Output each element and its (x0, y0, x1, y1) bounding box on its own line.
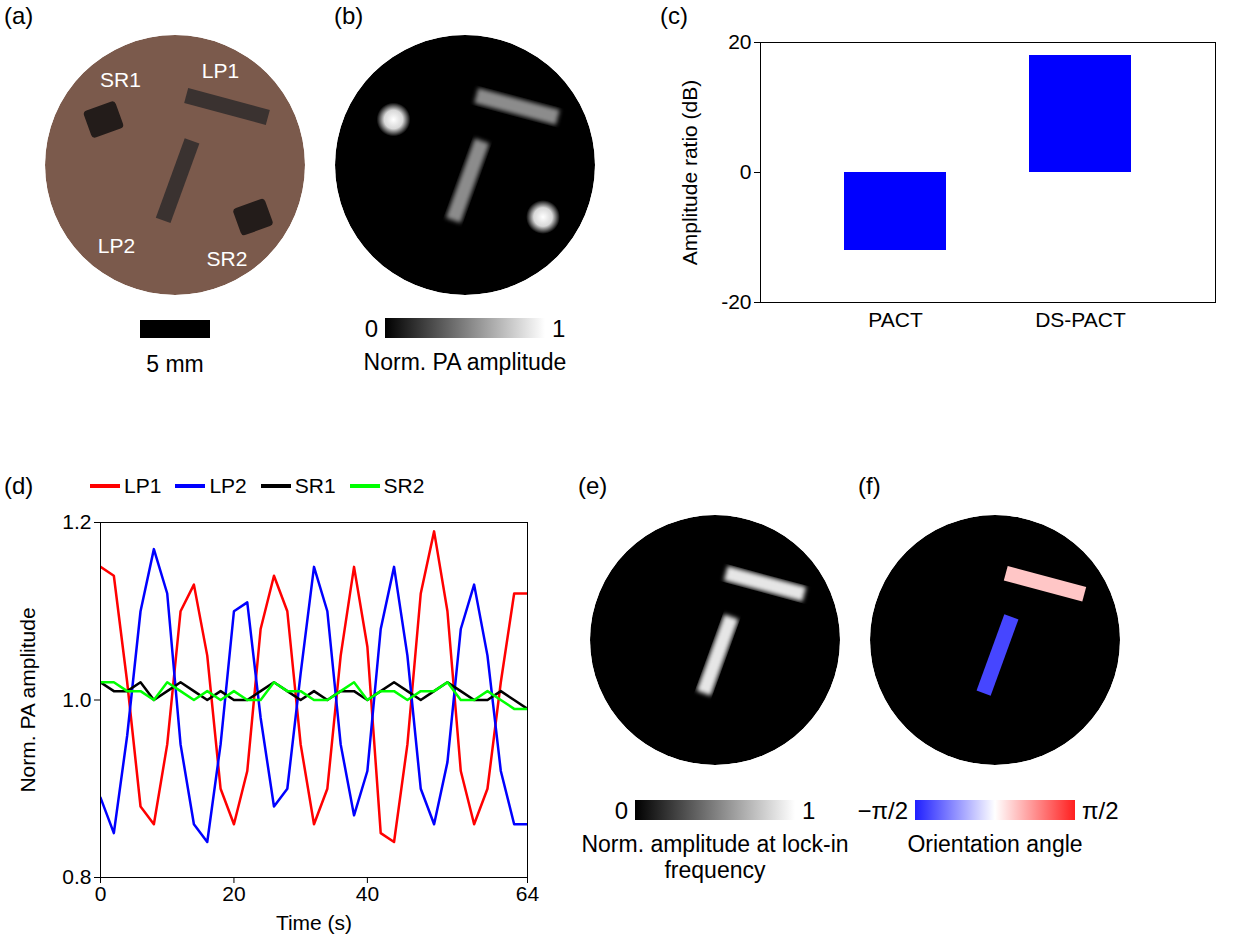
svg-text:Orientation angle: Orientation angle (907, 831, 1082, 857)
svg-text:20: 20 (222, 882, 245, 905)
svg-text:-20: -20 (721, 290, 751, 313)
svg-text:0: 0 (740, 160, 752, 183)
svg-text:0.8: 0.8 (62, 865, 91, 888)
html-text:(a): (a) (4, 2, 34, 29)
html-text:SR2: SR2 (383, 474, 425, 497)
svg-text:0: 0 (365, 315, 378, 342)
svg-text:64: 64 (516, 882, 540, 905)
svg-text:PACT: PACT (868, 308, 923, 331)
svg-text:5 mm: 5 mm (146, 351, 204, 377)
html-text:SR1: SR1 (294, 474, 336, 497)
svg-text:0: 0 (95, 882, 107, 905)
html-text:(f): (f) (858, 472, 881, 499)
html-text:(d): (d) (4, 472, 34, 499)
svg-text:frequency: frequency (664, 857, 766, 883)
svg-text:20: 20 (728, 30, 751, 53)
html-text:(c): (c) (660, 2, 688, 29)
svg-text:1: 1 (552, 315, 565, 342)
svg-text:LP2: LP2 (98, 234, 135, 257)
svg-text:Norm. PA amplitude: Norm. PA amplitude (364, 349, 567, 375)
html-text:LP1: LP1 (124, 474, 162, 497)
svg-text:Norm. amplitude at lock-in: Norm. amplitude at lock-in (581, 831, 848, 857)
svg-text:SR1: SR1 (100, 68, 141, 91)
svg-text:Time (s): Time (s) (276, 911, 352, 934)
html-text:(b): (b) (334, 2, 364, 29)
svg-text:0: 0 (615, 797, 628, 824)
svg-text:DS-PACT: DS-PACT (1035, 308, 1126, 331)
svg-text:SR2: SR2 (207, 247, 248, 270)
svg-text:LP1: LP1 (202, 59, 239, 82)
svg-text:1.0: 1.0 (62, 688, 91, 711)
html-text:LP2: LP2 (209, 474, 247, 497)
svg-text:Amplitude ratio (dB): Amplitude ratio (dB) (678, 80, 701, 266)
svg-text:1.2: 1.2 (62, 510, 91, 533)
svg-text:40: 40 (356, 882, 379, 905)
svg-text:Norm. PA amplitude: Norm. PA amplitude (16, 607, 39, 792)
svg-text:π/2: π/2 (1082, 797, 1119, 824)
svg-text:1: 1 (802, 797, 815, 824)
html-text:(e): (e) (578, 472, 608, 499)
svg-text:−π/2: −π/2 (857, 797, 908, 824)
